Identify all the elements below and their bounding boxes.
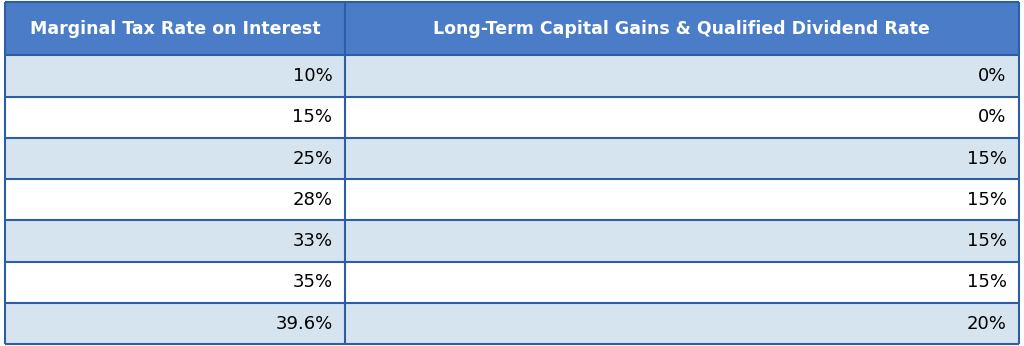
Bar [345, 2, 1019, 55]
Bar [345, 55, 1019, 97]
Bar [345, 97, 1019, 138]
Text: 20%: 20% [967, 315, 1007, 333]
Bar [5, 262, 345, 303]
Bar [5, 220, 345, 262]
Text: 25%: 25% [292, 149, 333, 167]
Text: 15%: 15% [967, 232, 1007, 250]
Text: 28%: 28% [293, 191, 333, 209]
Bar [345, 303, 1019, 344]
Text: Marginal Tax Rate on Interest: Marginal Tax Rate on Interest [30, 20, 321, 38]
Text: 0%: 0% [978, 67, 1007, 85]
Bar [345, 220, 1019, 262]
Bar [345, 138, 1019, 179]
Bar [5, 179, 345, 220]
Text: 15%: 15% [967, 273, 1007, 291]
Bar [5, 303, 345, 344]
Bar [5, 55, 345, 97]
Text: 39.6%: 39.6% [275, 315, 333, 333]
Text: 15%: 15% [967, 191, 1007, 209]
Text: 35%: 35% [292, 273, 333, 291]
Bar [5, 2, 345, 55]
Text: Long-Term Capital Gains & Qualified Dividend Rate: Long-Term Capital Gains & Qualified Divi… [433, 20, 930, 38]
Bar [5, 138, 345, 179]
Bar [345, 179, 1019, 220]
Text: 15%: 15% [293, 108, 333, 126]
Bar [345, 262, 1019, 303]
Text: 0%: 0% [978, 108, 1007, 126]
Text: 15%: 15% [967, 149, 1007, 167]
Text: 33%: 33% [292, 232, 333, 250]
Bar [5, 97, 345, 138]
Text: 10%: 10% [293, 67, 333, 85]
